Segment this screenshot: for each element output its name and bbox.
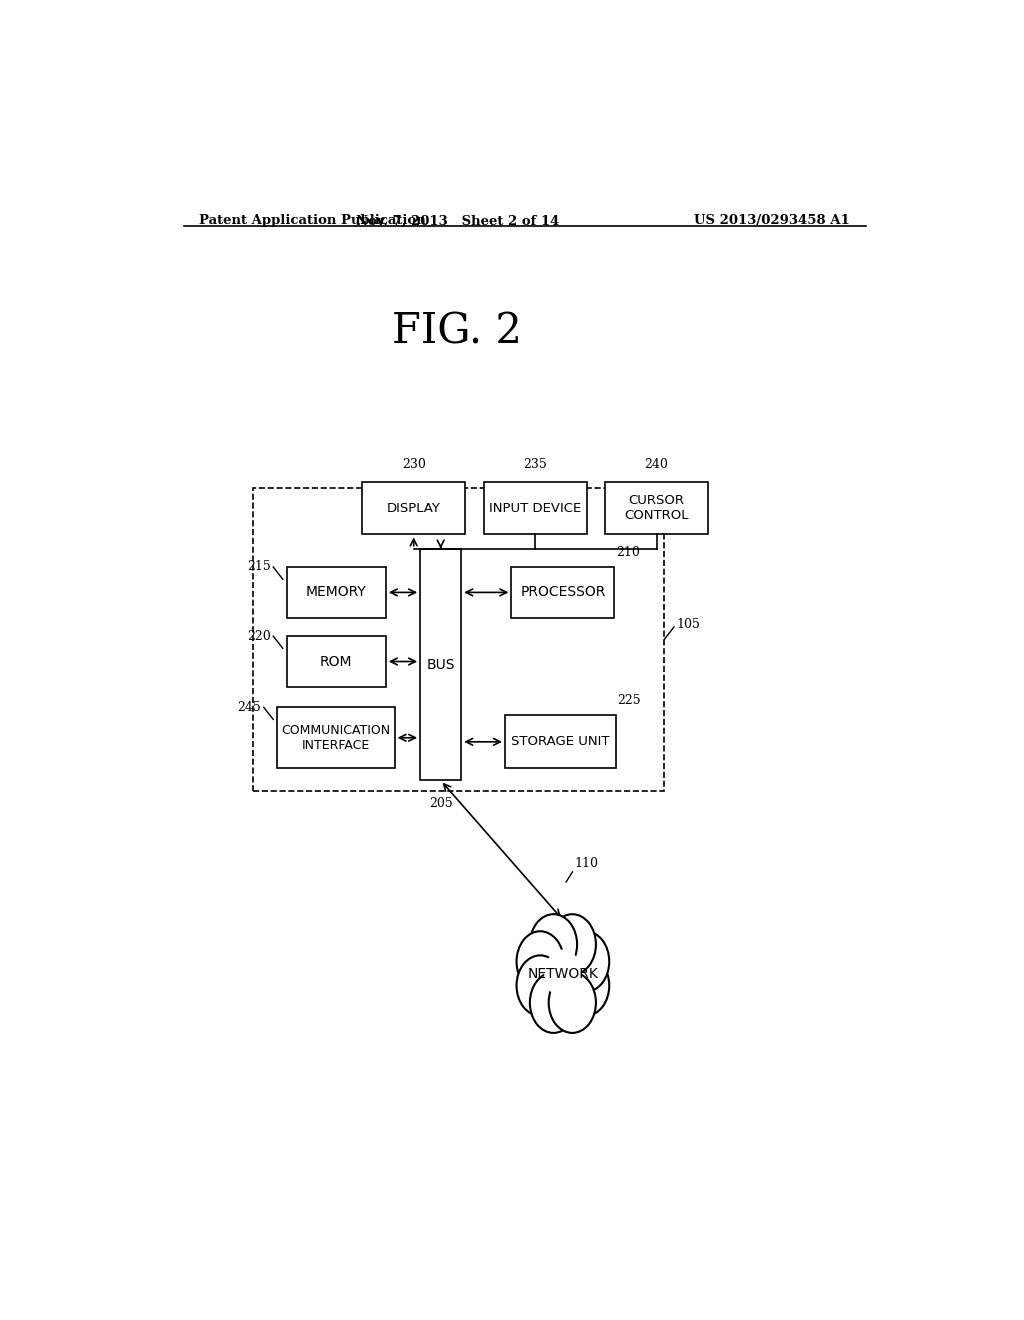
FancyBboxPatch shape <box>420 549 461 780</box>
Circle shape <box>529 973 578 1034</box>
FancyBboxPatch shape <box>505 715 616 768</box>
FancyBboxPatch shape <box>605 482 709 535</box>
FancyBboxPatch shape <box>362 482 465 535</box>
Text: FIG. 2: FIG. 2 <box>392 310 522 352</box>
FancyBboxPatch shape <box>287 636 386 686</box>
Circle shape <box>549 915 596 974</box>
Text: CURSOR
CONTROL: CURSOR CONTROL <box>625 494 689 521</box>
Text: US 2013/0293458 A1: US 2013/0293458 A1 <box>694 214 850 227</box>
Text: 105: 105 <box>677 619 700 631</box>
Text: 110: 110 <box>574 857 598 870</box>
Text: NETWORK: NETWORK <box>527 966 598 981</box>
FancyBboxPatch shape <box>253 487 665 791</box>
Text: INPUT DEVICE: INPUT DEVICE <box>489 502 582 515</box>
Text: STORAGE UNIT: STORAGE UNIT <box>511 735 609 748</box>
Text: 245: 245 <box>238 701 261 714</box>
Text: PROCESSOR: PROCESSOR <box>520 585 605 599</box>
Text: 240: 240 <box>644 458 669 471</box>
Text: 235: 235 <box>523 458 547 471</box>
FancyBboxPatch shape <box>511 568 614 618</box>
Circle shape <box>516 956 564 1016</box>
Text: 225: 225 <box>617 694 641 708</box>
Text: COMMUNICATION
INTERFACE: COMMUNICATION INTERFACE <box>282 723 390 752</box>
Text: ROM: ROM <box>321 655 352 668</box>
Circle shape <box>529 915 578 974</box>
Text: 210: 210 <box>616 546 640 558</box>
Circle shape <box>544 949 582 998</box>
Circle shape <box>549 973 596 1034</box>
Text: 205: 205 <box>429 797 453 809</box>
Text: 220: 220 <box>247 630 270 643</box>
Text: BUS: BUS <box>426 657 455 672</box>
Text: 230: 230 <box>401 458 426 471</box>
FancyBboxPatch shape <box>483 482 587 535</box>
Text: DISPLAY: DISPLAY <box>387 502 440 515</box>
Text: Patent Application Publication: Patent Application Publication <box>200 214 426 227</box>
Text: Nov. 7, 2013   Sheet 2 of 14: Nov. 7, 2013 Sheet 2 of 14 <box>355 214 559 227</box>
FancyBboxPatch shape <box>287 568 386 618</box>
Text: MEMORY: MEMORY <box>306 585 367 599</box>
Circle shape <box>562 956 609 1016</box>
Circle shape <box>562 931 609 991</box>
FancyBboxPatch shape <box>278 708 394 768</box>
Text: 215: 215 <box>247 561 270 573</box>
Circle shape <box>516 931 564 991</box>
